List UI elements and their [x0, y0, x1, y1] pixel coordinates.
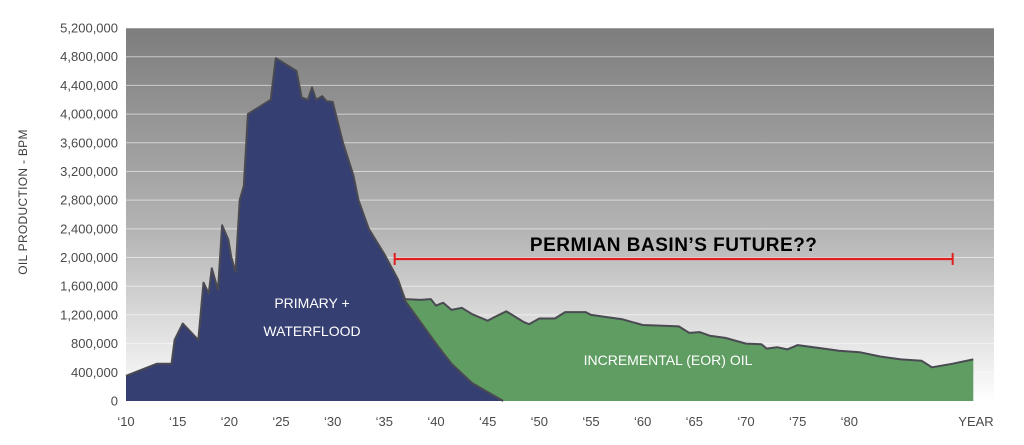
- y-tick-label: 0: [111, 394, 118, 409]
- primary-label-line-1: PRIMARY +: [274, 295, 349, 311]
- x-tick-label: ‘20: [221, 414, 238, 429]
- x-tick-label: ‘60: [634, 414, 651, 429]
- x-tick-label: ‘65: [686, 414, 703, 429]
- y-axis-title: OIL PRODUCTION - BPM: [16, 129, 30, 275]
- primary-label-line-2: WATERFLOOD: [263, 323, 360, 339]
- x-tick-label: ‘80: [841, 414, 858, 429]
- y-tick-label: 800,000: [71, 336, 118, 351]
- x-tick-label: ‘75: [789, 414, 806, 429]
- y-tick-label: 2,000,000: [60, 250, 118, 265]
- incremental-eor-outline: [396, 278, 974, 369]
- x-tick-label: ‘25: [272, 414, 289, 429]
- series-areas: [125, 57, 974, 402]
- x-tick-label: ‘35: [376, 414, 393, 429]
- series-labels: PRIMARY + WATERFLOOD INCREMENTAL (EOR) OIL: [263, 295, 752, 368]
- y-tick-label: 3,200,000: [60, 164, 118, 179]
- y-axis-ticks: 0 400,000 800,000 1,200,000 1,600,000 2,000,0…: [60, 21, 118, 409]
- future-annotation: PERMIAN BASIN’S FUTURE??: [393, 235, 954, 265]
- y-tick-label: 4,400,000: [60, 78, 118, 93]
- x-axis-year-label: YEAR: [958, 414, 993, 429]
- x-tick-label: ‘10: [117, 414, 134, 429]
- x-tick-label: ‘40: [427, 414, 444, 429]
- y-tick-label: 4,800,000: [60, 49, 118, 64]
- x-tick-label: ‘30: [324, 414, 341, 429]
- x-tick-label: ‘70: [737, 414, 754, 429]
- y-tick-label: 400,000: [71, 365, 118, 380]
- x-tick-label: ‘55: [582, 414, 599, 429]
- x-axis-ticks: ‘10 ‘15 ‘20 ‘25 ‘30 ‘35 ‘40 ‘45 ‘50 ‘55 ‘60 ‘65 ‘70 ‘…: [117, 414, 993, 429]
- y-tick-label: 4,000,000: [60, 107, 118, 122]
- y-tick-label: 3,600,000: [60, 135, 118, 150]
- y-tick-label: 2,800,000: [60, 193, 118, 208]
- x-tick-label: ‘50: [531, 414, 548, 429]
- y-tick-label: 2,400,000: [60, 221, 118, 236]
- future-label: PERMIAN BASIN’S FUTURE??: [530, 235, 818, 256]
- y-tick-label: 1,200,000: [60, 307, 118, 322]
- y-tick-label: 5,200,000: [60, 21, 118, 36]
- x-tick-label: ‘45: [479, 414, 496, 429]
- y-tick-label: 1,600,000: [60, 279, 118, 294]
- x-tick-label: ‘15: [169, 414, 186, 429]
- primary-waterflood-area: [126, 58, 504, 401]
- primary-waterflood-outline: [125, 57, 504, 402]
- incremental-eor-area: [397, 279, 974, 401]
- eor-label: INCREMENTAL (EOR) OIL: [584, 352, 753, 368]
